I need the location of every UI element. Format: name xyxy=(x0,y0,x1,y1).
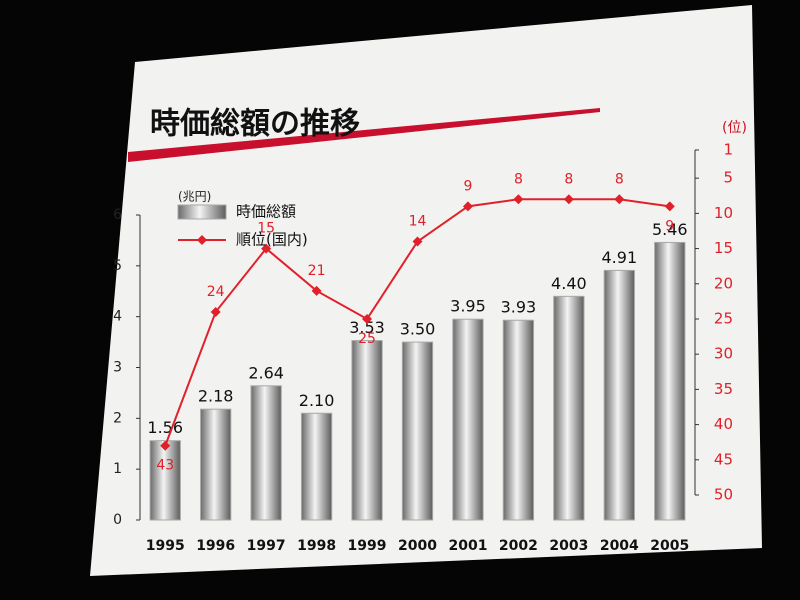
bar xyxy=(401,341,434,521)
y2-tick-label: 35 xyxy=(714,380,733,398)
rank-marker xyxy=(563,194,574,205)
bar-value-label: 4.40 xyxy=(551,274,587,293)
x-tick-label: 2003 xyxy=(549,538,588,554)
x-tick-label: 2005 xyxy=(650,538,689,554)
x-tick-label: 1997 xyxy=(247,538,286,554)
rank-label: 43 xyxy=(156,458,174,474)
legend-swatch xyxy=(177,204,227,220)
x-tick-label: 2004 xyxy=(600,538,639,554)
legend-label: 時価総額 xyxy=(236,203,296,221)
bar xyxy=(351,340,383,521)
x-tick-label: 1999 xyxy=(348,538,387,554)
y2-tick-label: 25 xyxy=(714,309,733,327)
rank-label: 9 xyxy=(463,178,472,194)
y-tick-label: 3 xyxy=(113,360,122,376)
rank-marker xyxy=(664,201,675,212)
bar xyxy=(502,319,535,521)
legend-label: 順位(国内) xyxy=(236,231,308,249)
bar-value-label: 3.53 xyxy=(349,318,385,337)
y2-tick-label: 5 xyxy=(723,169,733,187)
title-underline xyxy=(128,108,600,162)
x-tick-label: 2000 xyxy=(398,538,437,554)
y2-tick-label: 1 xyxy=(723,141,733,159)
x-tick-label: 2001 xyxy=(448,538,487,554)
y2-axis-label: (位) xyxy=(722,120,747,136)
y-tick-label: 4 xyxy=(113,309,122,325)
rank-marker xyxy=(412,236,423,247)
rank-label: 24 xyxy=(207,284,225,300)
y-tick-label: 6 xyxy=(113,207,122,223)
y2-tick-label: 45 xyxy=(714,450,733,468)
bar xyxy=(250,385,282,521)
bar-value-label: 5.46 xyxy=(652,220,688,239)
rank-marker xyxy=(210,306,221,317)
y2-tick-label: 10 xyxy=(714,204,733,222)
bar xyxy=(300,412,333,521)
bar-value-label: 4.91 xyxy=(602,248,638,267)
rank-marker xyxy=(513,194,524,205)
x-tick-label: 1996 xyxy=(196,538,235,554)
bar-value-label: 3.93 xyxy=(501,298,537,317)
y2-tick-label: 50 xyxy=(714,486,733,504)
bar xyxy=(553,295,585,521)
bar xyxy=(149,440,181,521)
bar xyxy=(452,318,484,521)
y-tick-label: 5 xyxy=(113,258,122,274)
chart-title: 時価総額の推移 xyxy=(150,107,360,142)
bar-value-label: 2.64 xyxy=(248,363,284,382)
y-axis-label: (兆円) xyxy=(178,190,211,204)
bar xyxy=(200,408,232,521)
bar-value-label: 2.10 xyxy=(299,391,335,410)
bar-value-label: 3.95 xyxy=(450,297,486,316)
bar xyxy=(603,269,635,521)
rank-label: 8 xyxy=(615,171,624,187)
legend-marker xyxy=(197,235,207,245)
y-tick-label: 0 xyxy=(113,512,122,528)
rank-label: 15 xyxy=(257,221,275,237)
rank-marker xyxy=(614,194,625,205)
x-tick-label: 2002 xyxy=(499,538,538,554)
rank-marker xyxy=(261,243,272,254)
rank-label: 8 xyxy=(564,171,573,187)
y2-tick-label: 30 xyxy=(714,345,733,363)
rank-label: 25 xyxy=(358,331,376,347)
rank-marker xyxy=(311,285,322,296)
y-tick-label: 1 xyxy=(113,461,122,477)
rank-label: 8 xyxy=(514,171,523,187)
rank-marker xyxy=(362,313,373,324)
y2-tick-label: 20 xyxy=(714,274,733,292)
y-tick-label: 2 xyxy=(113,410,122,426)
bar xyxy=(654,241,686,521)
x-tick-label: 1998 xyxy=(297,538,336,554)
rank-marker xyxy=(462,201,473,212)
y2-tick-label: 40 xyxy=(714,415,733,433)
rank-marker xyxy=(160,440,171,451)
rank-label: 14 xyxy=(409,214,427,230)
rank-label: 9 xyxy=(665,218,674,234)
bar-value-label: 2.18 xyxy=(198,387,234,406)
x-tick-label: 1995 xyxy=(146,538,185,554)
bar-value-label: 3.50 xyxy=(400,320,436,339)
y2-tick-label: 15 xyxy=(714,239,733,257)
bar-value-label: 1.56 xyxy=(147,418,183,437)
rank-label: 21 xyxy=(308,263,326,279)
